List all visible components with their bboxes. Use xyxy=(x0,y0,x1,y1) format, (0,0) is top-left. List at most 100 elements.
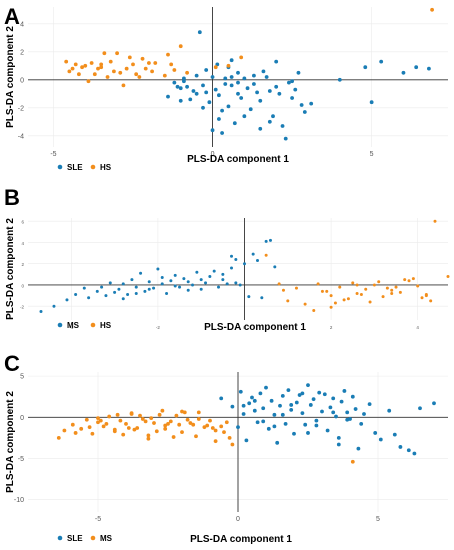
data-point xyxy=(178,285,182,289)
data-point xyxy=(239,55,244,60)
data-point xyxy=(351,281,355,285)
data-point xyxy=(333,301,337,305)
data-point xyxy=(227,435,232,440)
x-tick-label: 0 xyxy=(236,516,240,523)
data-point xyxy=(121,282,125,286)
legend-label: HS xyxy=(100,163,112,172)
data-point xyxy=(217,93,221,98)
data-point xyxy=(70,66,75,71)
series-sle xyxy=(166,30,431,141)
data-point xyxy=(171,435,176,439)
data-point xyxy=(234,257,238,261)
data-point xyxy=(277,282,281,286)
data-point xyxy=(273,265,277,269)
data-point xyxy=(286,388,291,393)
data-point xyxy=(219,396,224,401)
data-point xyxy=(166,52,170,57)
data-point xyxy=(220,108,224,113)
data-point xyxy=(362,412,366,416)
data-point xyxy=(236,70,240,75)
y-tick-label: 4 xyxy=(21,241,24,246)
data-point xyxy=(280,412,285,417)
data-point xyxy=(412,451,417,456)
data-point xyxy=(255,90,259,95)
x-tick-label: -5 xyxy=(95,516,101,523)
data-point xyxy=(392,432,397,437)
data-point xyxy=(70,422,75,427)
data-point xyxy=(153,61,158,65)
data-point xyxy=(131,62,135,67)
data-point xyxy=(137,75,142,79)
x-axis-title: PLS-DA component 1 xyxy=(190,534,292,545)
data-point xyxy=(252,82,256,86)
legend-swatch xyxy=(57,535,63,541)
data-point xyxy=(338,285,342,289)
legend-swatch xyxy=(90,164,96,170)
data-point xyxy=(322,392,327,397)
data-point xyxy=(89,61,94,65)
data-point xyxy=(107,414,112,419)
data-point xyxy=(274,84,279,89)
y-axis-title: PLS-DA component 2 xyxy=(5,26,16,128)
data-point xyxy=(140,417,145,421)
y-tick-label: -5 xyxy=(18,456,24,463)
data-point xyxy=(169,279,173,283)
data-point xyxy=(182,79,186,84)
legend: SLE HS xyxy=(57,163,112,172)
data-point xyxy=(101,424,106,429)
data-point xyxy=(146,433,151,438)
data-point xyxy=(205,423,210,428)
data-point xyxy=(99,62,104,67)
data-point xyxy=(186,280,190,284)
x-axis-title: PLS-DA component 1 xyxy=(204,322,306,333)
data-point xyxy=(433,219,437,223)
data-point xyxy=(363,65,368,70)
data-point xyxy=(416,284,420,288)
data-point xyxy=(160,282,164,286)
data-point xyxy=(316,282,320,286)
data-point xyxy=(294,286,298,290)
x-tick-label: 5 xyxy=(376,516,380,523)
data-point xyxy=(261,69,266,74)
data-point xyxy=(199,278,203,282)
data-point xyxy=(143,66,148,71)
y-tick-label: 2 xyxy=(20,49,24,56)
data-point xyxy=(250,395,254,400)
data-point xyxy=(150,69,154,74)
data-point xyxy=(208,418,212,423)
data-point xyxy=(191,283,195,287)
x-axis-title: PLS-DA component 1 xyxy=(187,154,289,165)
data-point xyxy=(401,70,406,75)
data-point xyxy=(207,100,212,105)
data-point xyxy=(242,76,247,81)
data-point xyxy=(100,285,104,289)
data-point xyxy=(261,419,266,424)
data-point xyxy=(166,421,170,426)
data-point xyxy=(312,308,316,312)
data-point xyxy=(289,407,294,412)
data-point xyxy=(223,82,228,86)
data-point xyxy=(337,77,342,82)
data-point xyxy=(56,435,61,440)
data-point xyxy=(222,430,226,435)
data-point xyxy=(292,431,296,436)
data-point xyxy=(258,391,263,396)
data-point xyxy=(297,393,302,397)
data-point xyxy=(229,58,234,63)
data-point xyxy=(212,269,216,273)
data-point xyxy=(239,96,244,100)
data-point xyxy=(390,288,394,292)
data-point xyxy=(264,385,268,390)
data-point xyxy=(367,402,372,407)
data-point xyxy=(238,389,243,394)
data-point xyxy=(290,96,294,100)
series-hs xyxy=(264,219,450,312)
data-point xyxy=(127,55,132,60)
data-point xyxy=(210,128,215,133)
data-point xyxy=(221,272,225,276)
data-point xyxy=(407,279,411,283)
data-point xyxy=(213,65,218,70)
data-point xyxy=(178,98,183,103)
data-point xyxy=(157,412,162,417)
y-tick-label: 6 xyxy=(21,220,24,225)
